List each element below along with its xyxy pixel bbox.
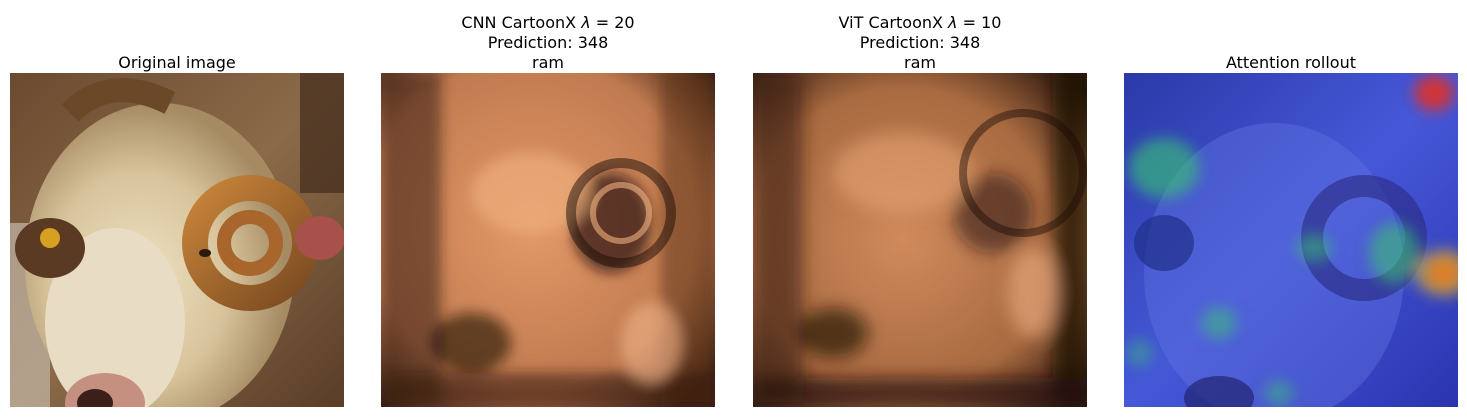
cnn-cartoonx-image: [381, 73, 715, 407]
title-prefix: ViT CartoonX: [838, 13, 949, 32]
panel-title: Attention rollout: [1124, 53, 1458, 73]
title-line-2: Prediction: 348: [859, 33, 981, 52]
title-prefix: CNN CartoonX: [461, 13, 582, 32]
title-line-2: Prediction: 348: [487, 33, 609, 52]
title-line-1: CNN CartoonX λ = 20: [381, 13, 715, 33]
panel-attention-rollout: Attention rollout: [1124, 0, 1458, 417]
title-line: Original image: [118, 53, 236, 72]
panel-vit-cartoonx: ViT CartoonX λ = 10 Prediction: 348 ram: [753, 0, 1087, 417]
vit-cartoonx-image: [753, 73, 1087, 407]
title-suffix: = 20: [590, 13, 635, 32]
original-image: [10, 73, 344, 407]
attention-rollout-image: [1124, 73, 1458, 407]
panel-title: CNN CartoonX λ = 20 Prediction: 348 ram: [381, 13, 715, 73]
panel-title: ViT CartoonX λ = 10 Prediction: 348 ram: [753, 13, 1087, 73]
panel-original: Original image: [10, 0, 344, 417]
lambda-symbol: λ: [581, 13, 591, 32]
title-line-3: ram: [904, 53, 936, 72]
title-line-3: ram: [532, 53, 564, 72]
panel-cnn-cartoonx: CNN CartoonX λ = 20 Prediction: 348 ram: [381, 0, 715, 417]
title-line-1: ViT CartoonX λ = 10: [753, 13, 1087, 33]
panel-title: Original image: [10, 53, 344, 73]
title-line: Attention rollout: [1225, 53, 1357, 72]
title-suffix: = 10: [957, 13, 1002, 32]
lambda-symbol: λ: [948, 13, 958, 32]
